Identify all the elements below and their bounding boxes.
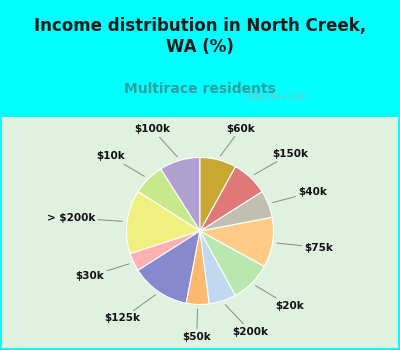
Text: Income distribution in North Creek,
WA (%): Income distribution in North Creek, WA (…: [34, 18, 366, 56]
Wedge shape: [138, 231, 200, 303]
Text: $20k: $20k: [256, 286, 304, 311]
Text: City-Data.com: City-Data.com: [242, 92, 308, 101]
Text: $200k: $200k: [225, 304, 269, 337]
Wedge shape: [126, 192, 200, 254]
Text: Multirace residents: Multirace residents: [124, 82, 276, 96]
Text: $125k: $125k: [104, 295, 156, 323]
Wedge shape: [200, 231, 235, 304]
Wedge shape: [186, 231, 209, 304]
Text: > $200k: > $200k: [47, 213, 122, 223]
Wedge shape: [200, 167, 262, 231]
Wedge shape: [200, 192, 272, 231]
Wedge shape: [200, 158, 235, 231]
Text: $150k: $150k: [254, 149, 308, 175]
Wedge shape: [130, 231, 200, 270]
Text: $100k: $100k: [134, 125, 177, 157]
Text: $75k: $75k: [277, 243, 333, 253]
Wedge shape: [138, 169, 200, 231]
Text: $10k: $10k: [96, 151, 144, 176]
Text: $30k: $30k: [76, 264, 129, 281]
Wedge shape: [200, 217, 274, 266]
Text: $60k: $60k: [220, 124, 255, 156]
Wedge shape: [161, 158, 200, 231]
Wedge shape: [200, 231, 264, 295]
Text: $50k: $50k: [182, 309, 211, 342]
Text: $40k: $40k: [273, 187, 327, 203]
